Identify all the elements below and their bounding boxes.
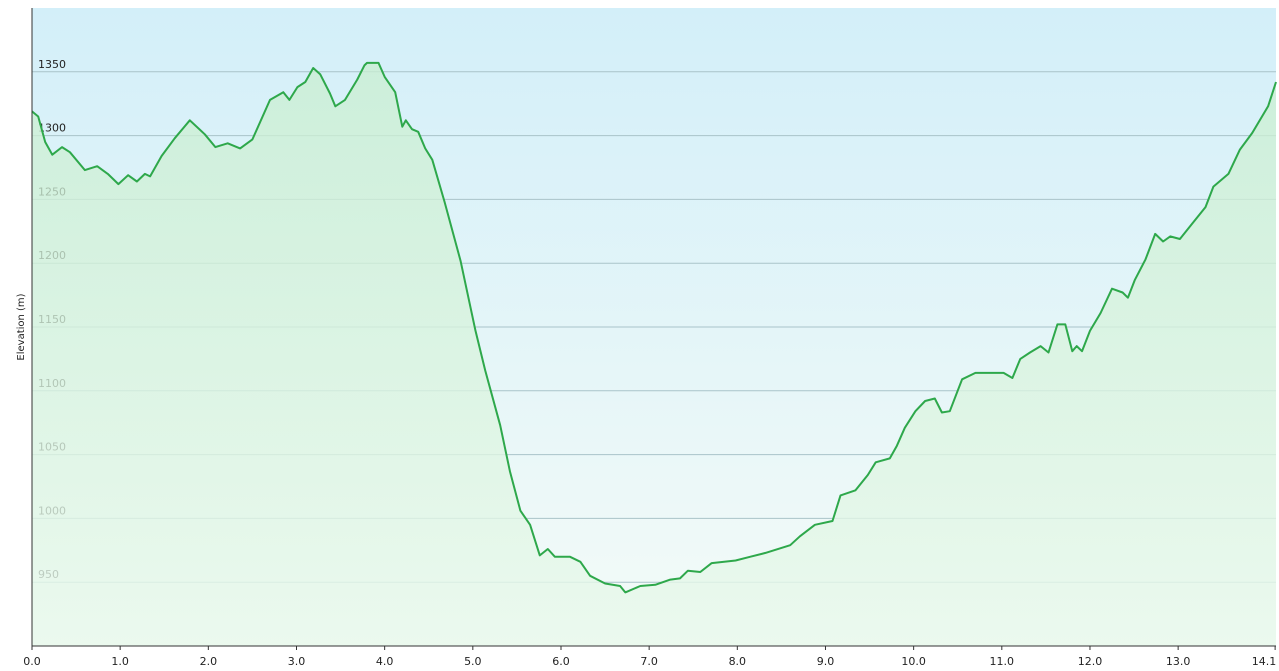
x-tick-label: 8.0 — [729, 655, 747, 668]
x-tick-label: 9.0 — [817, 655, 835, 668]
x-tick-label: 12.0 — [1078, 655, 1103, 668]
y-tick-label: 1300 — [38, 122, 66, 135]
x-tick-label: 13.0 — [1166, 655, 1191, 668]
x-tick-label: 6.0 — [552, 655, 570, 668]
x-tick-label: 0.0 — [23, 655, 41, 668]
y-axis-label: Elevation (m) — [16, 293, 27, 360]
x-tick-label: 10.0 — [901, 655, 926, 668]
x-tick-label: 1.0 — [111, 655, 129, 668]
x-tick-label: 3.0 — [288, 655, 306, 668]
elevation-line — [31, 61, 1277, 594]
x-tick-label: 5.0 — [464, 655, 482, 668]
x-tick-label: 11.0 — [990, 655, 1015, 668]
x-tick-label: 14.1 — [1252, 655, 1277, 668]
x-tick-label: 7.0 — [640, 655, 658, 668]
area — [32, 62, 1276, 646]
y-tick-label: 1350 — [38, 58, 66, 71]
x-tick-label: 2.0 — [200, 655, 218, 668]
x-tick-label: 4.0 — [376, 655, 394, 668]
